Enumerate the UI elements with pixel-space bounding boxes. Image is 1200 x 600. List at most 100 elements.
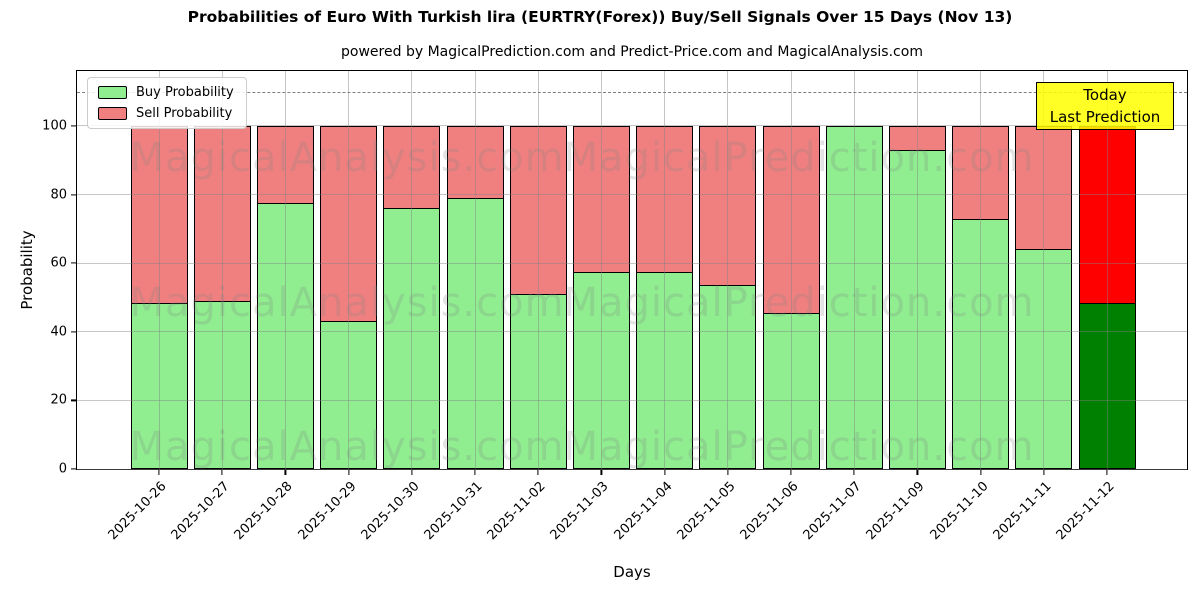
buy-bar-segment [699, 285, 757, 469]
buy-bar-segment [762, 312, 820, 469]
x-tick-mark [853, 470, 855, 475]
x-tick-mark [221, 470, 223, 475]
horizontal-gridline [77, 194, 1187, 196]
sell-bar-segment [1015, 125, 1073, 251]
today-annotation: Today Last Prediction [1036, 82, 1174, 130]
buy-bar-segment [509, 294, 567, 469]
horizontal-gridline [77, 125, 1187, 127]
plot-area: Buy Probability Sell Probability Today L… [76, 70, 1188, 470]
x-tick-mark [158, 470, 160, 475]
x-tick-mark [980, 470, 982, 475]
vertical-gridline [980, 71, 982, 469]
sell-bar-segment [888, 125, 946, 151]
y-tick-mark [71, 262, 76, 264]
dashed-threshold-line [77, 91, 1187, 93]
x-tick-mark [1106, 470, 1108, 475]
sell-bar-segment [130, 125, 188, 304]
y-tick-mark [71, 125, 76, 127]
buy-bar-segment [446, 197, 504, 469]
sell-bar-segment [762, 125, 820, 314]
sell-bar-segment [636, 125, 694, 273]
sell-bar-segment [193, 125, 251, 302]
x-tick-mark [790, 470, 792, 475]
vertical-gridline [727, 71, 729, 469]
buy-bar-segment [572, 271, 630, 469]
vertical-gridline [790, 71, 792, 469]
x-tick-mark [664, 470, 666, 475]
y-tick-mark [71, 331, 76, 333]
vertical-gridline [348, 71, 350, 469]
sell-bar-segment [952, 125, 1010, 220]
x-tick-mark [348, 470, 350, 475]
x-axis-label: Days [613, 563, 651, 581]
y-tick-label: 60 [50, 255, 67, 271]
horizontal-gridline [77, 331, 1187, 333]
y-tick-mark [71, 193, 76, 196]
buy-bar-segment [825, 125, 883, 469]
vertical-gridline [474, 71, 476, 469]
y-tick-label: 20 [50, 392, 67, 408]
sell-bar-segment [572, 125, 630, 273]
x-tick-mark [284, 470, 286, 475]
buy-bar-segment [952, 218, 1010, 469]
vertical-gridline [1043, 71, 1045, 469]
watermark-text: MagicalPrediction.com [563, 135, 1035, 181]
buy-bar-segment [320, 321, 378, 469]
vertical-gridline [916, 71, 918, 469]
y-tick-label: 40 [50, 324, 67, 340]
today-annotation-line2: Last Prediction [1049, 108, 1161, 126]
horizontal-gridline [77, 468, 1187, 470]
y-axis-label: Probability [18, 230, 36, 310]
x-tick-mark [537, 470, 539, 475]
x-tick-mark [916, 470, 918, 475]
y-tick-label: 80 [50, 187, 67, 203]
x-tick-mark [474, 470, 476, 475]
vertical-gridline [284, 71, 286, 469]
horizontal-gridline [77, 399, 1187, 401]
buy-bar-segment [193, 300, 251, 469]
y-tick-label: 0 [58, 461, 67, 477]
x-tick-mark [600, 470, 602, 475]
chart-title: Probabilities of Euro With Turkish lira … [187, 8, 1013, 26]
vertical-gridline [221, 71, 223, 469]
legend-item-sell: Sell Probability [98, 106, 234, 121]
chart-subtitle: powered by MagicalPrediction.com and Pre… [341, 44, 923, 60]
vertical-gridline [600, 71, 602, 469]
buy-bar-segment [636, 271, 694, 469]
buy-bar-segment [256, 203, 314, 469]
vertical-gridline [853, 71, 855, 469]
legend-sell-label: Sell Probability [136, 106, 233, 121]
sell-bar-segment [509, 125, 567, 296]
today-annotation-line1: Today [1083, 85, 1127, 104]
vertical-gridline [537, 71, 539, 469]
x-tick-label: 2025-10-26 [105, 479, 170, 544]
vertical-gridline [1106, 71, 1108, 469]
sell-bar-segment [1078, 125, 1136, 304]
watermark-text: MagicalPrediction.com [563, 280, 1035, 326]
sell-bar-segment [699, 125, 757, 287]
legend: Buy Probability Sell Probability [87, 77, 247, 129]
y-tick-mark [71, 468, 76, 470]
y-tick-mark [71, 399, 76, 401]
buy-bar-segment [130, 302, 188, 469]
buy-color-swatch [98, 86, 127, 99]
legend-buy-label: Buy Probability [136, 85, 234, 100]
y-tick-label: 100 [42, 118, 67, 134]
watermark-text: MagicalAnalysis.com [129, 424, 565, 470]
watermark-text: MagicalPrediction.com [563, 424, 1035, 470]
x-tick-mark [727, 470, 729, 475]
buy-bar-segment [1078, 302, 1136, 469]
legend-item-buy: Buy Probability [98, 85, 234, 100]
watermark-text: MagicalAnalysis.com [129, 280, 565, 326]
x-tick-mark [1043, 470, 1045, 475]
sell-color-swatch [98, 107, 127, 120]
watermark-text: MagicalAnalysis.com [129, 135, 565, 181]
sell-bar-segment [446, 125, 504, 199]
x-tick-mark [411, 470, 413, 475]
sell-bar-segment [320, 125, 378, 323]
sell-bar-segment [256, 125, 314, 205]
vertical-gridline [158, 71, 160, 469]
horizontal-gridline [77, 262, 1187, 264]
vertical-gridline [664, 71, 666, 469]
